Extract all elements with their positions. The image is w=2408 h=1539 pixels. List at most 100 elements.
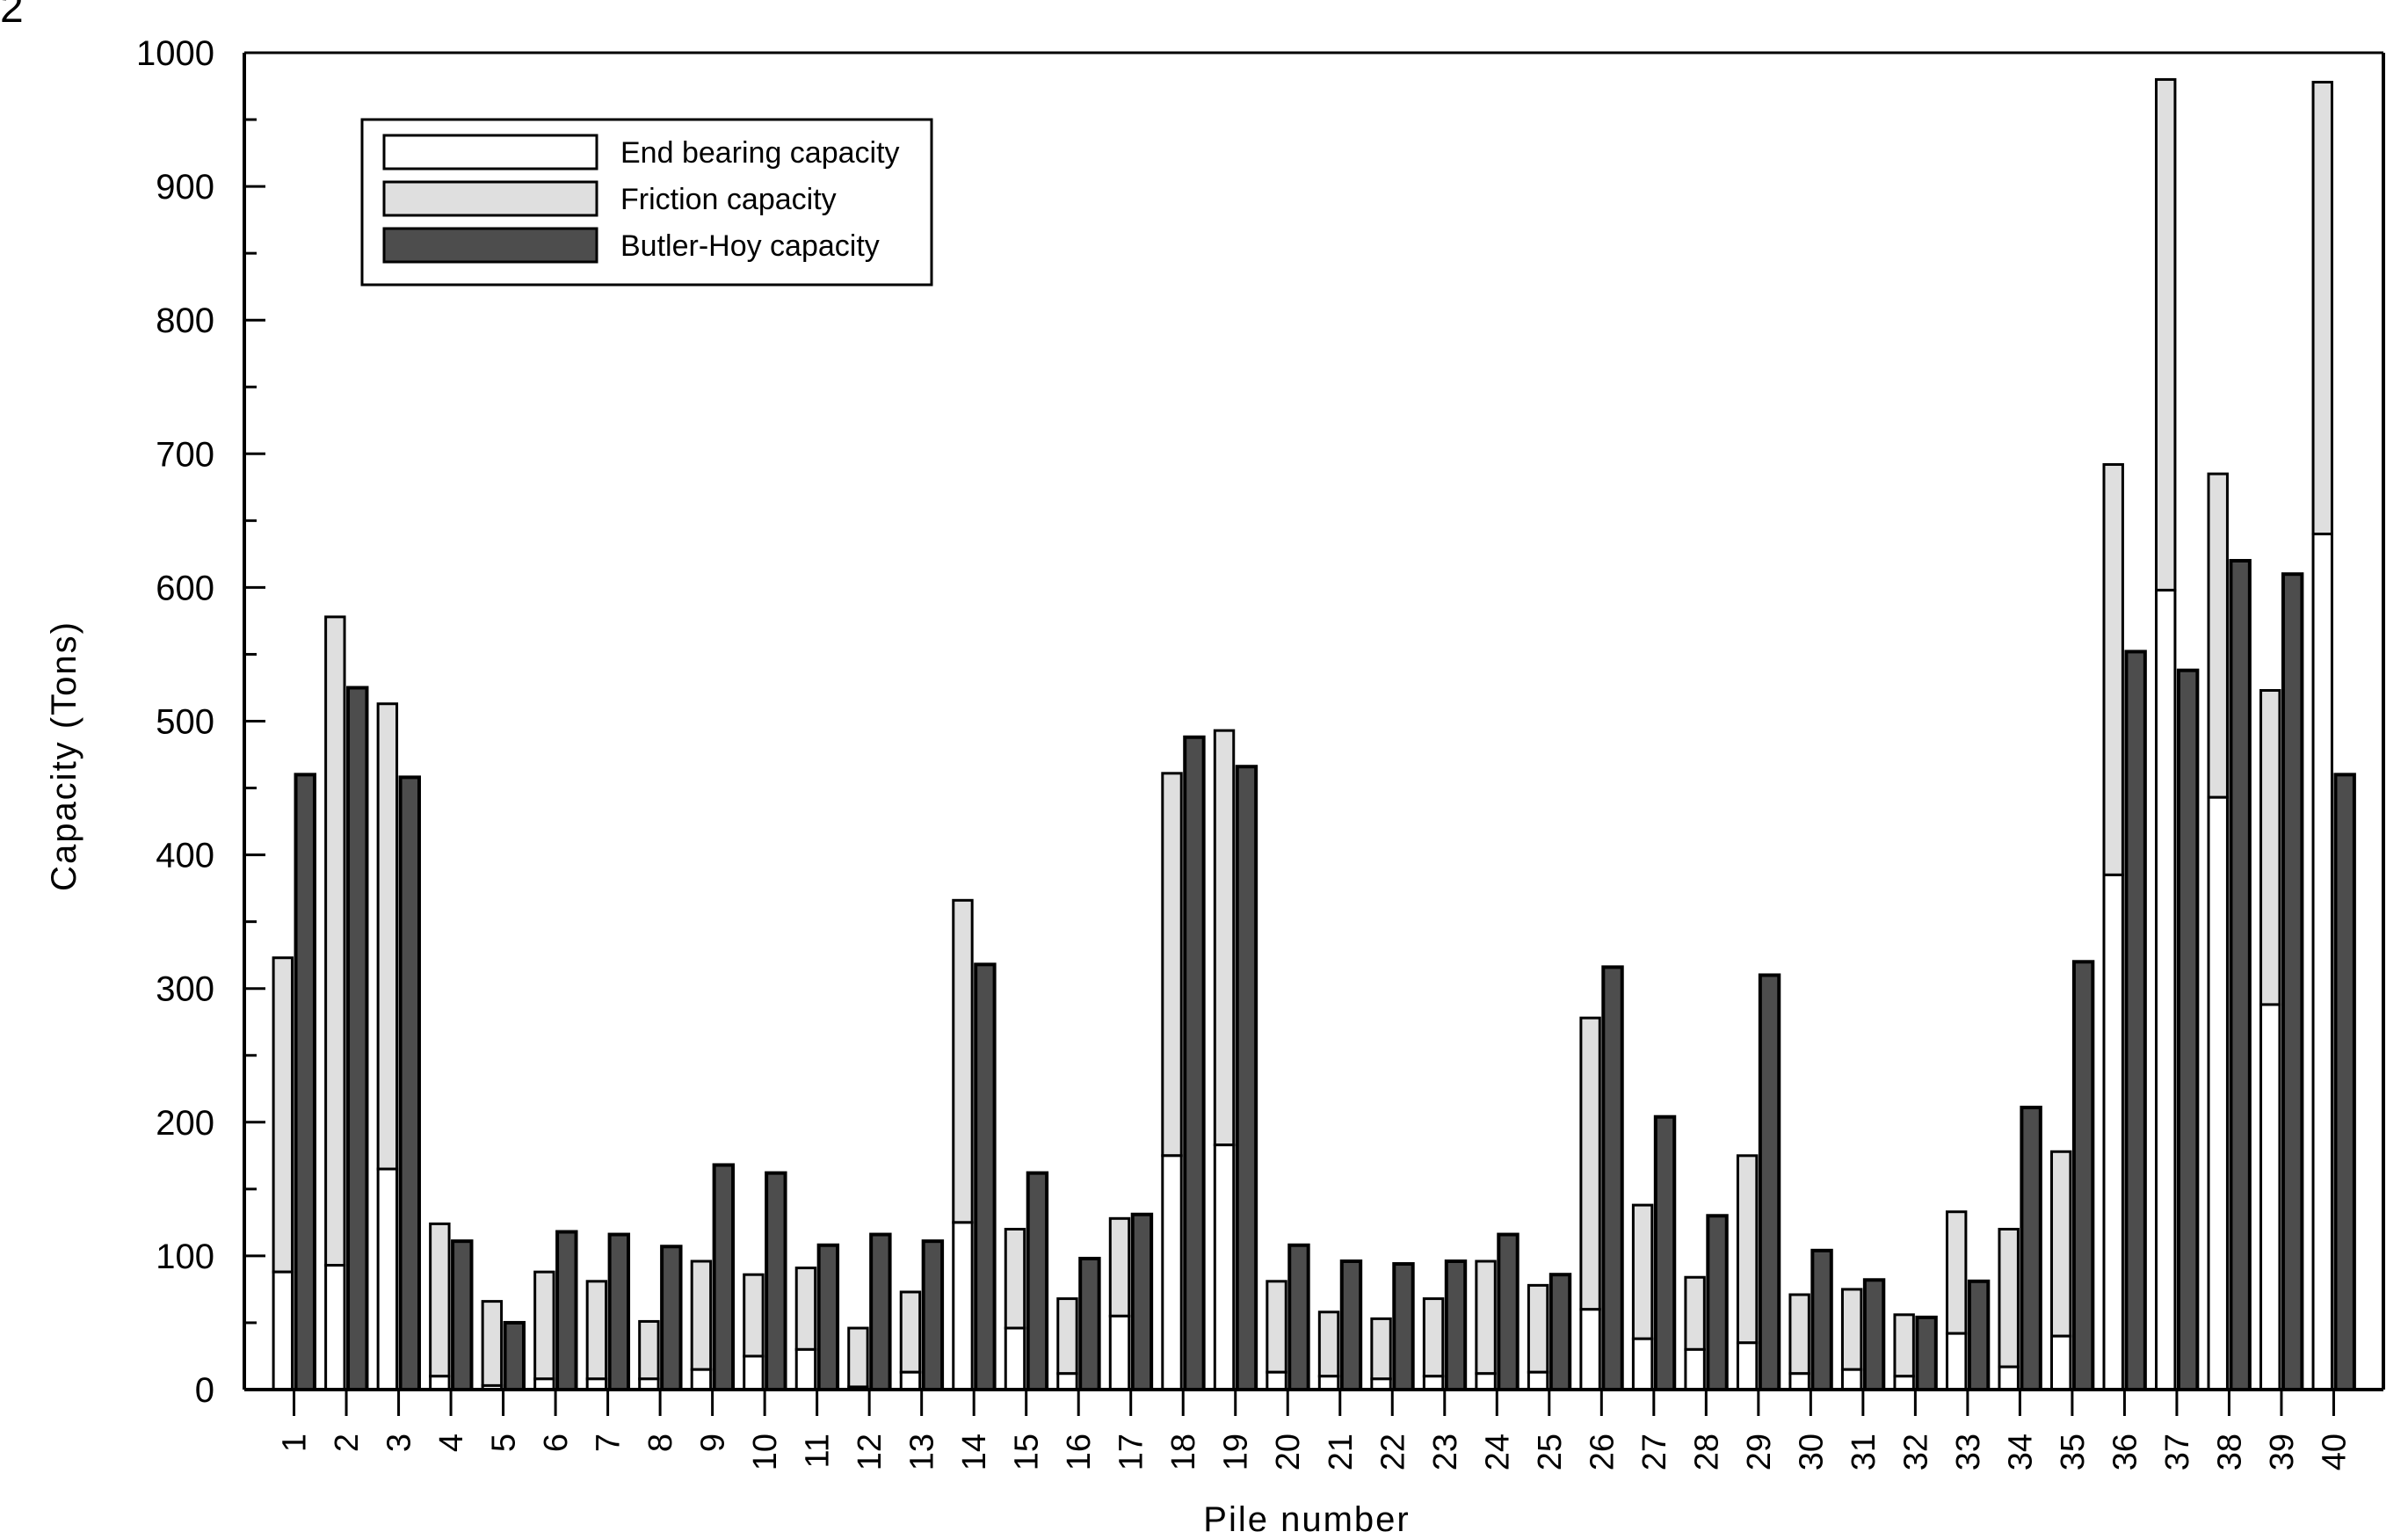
legend-label: End bearing capacity	[620, 136, 900, 170]
friction-bar	[1893, 1313, 1915, 1378]
butler-hoy-bar	[2281, 572, 2304, 1391]
butler-hoy-bar	[1287, 1243, 1310, 1392]
bar-group	[1056, 1256, 1101, 1392]
bar-group	[1213, 729, 1258, 1391]
end-bearing-bar	[1736, 1341, 1759, 1391]
bar-group	[1736, 973, 1781, 1391]
end-bearing-bar	[2049, 1334, 2072, 1391]
bar-group	[1266, 1243, 1310, 1392]
x-tick-label: 30	[1793, 1434, 1830, 1470]
y-tick-label: 300	[156, 970, 214, 1009]
friction-bar	[1317, 1310, 1340, 1378]
bar-group	[1108, 1212, 1154, 1392]
friction-bar	[1736, 1154, 1759, 1345]
x-tick-label: 5	[486, 1434, 523, 1452]
y-tick-label: 900	[156, 168, 214, 207]
end-bearing-bar	[1161, 1154, 1183, 1391]
friction-bar	[743, 1273, 765, 1358]
friction-bar	[1684, 1275, 1706, 1351]
x-tick-label: 11	[800, 1434, 837, 1468]
butler-hoy-bar	[1078, 1256, 1101, 1392]
legend-swatch	[382, 227, 598, 264]
x-tick-label: 40	[2316, 1434, 2353, 1470]
butler-hoy-bar	[1810, 1248, 1833, 1392]
end-bearing-bar	[2155, 588, 2177, 1391]
friction-bar	[1161, 772, 1183, 1158]
friction-bar	[2311, 80, 2333, 536]
friction-bar	[847, 1326, 869, 1389]
bar-group	[585, 1232, 631, 1391]
butler-hoy-bar	[1653, 1114, 1677, 1391]
y-tick-label: 1000	[136, 34, 214, 73]
friction-bar	[1840, 1288, 1863, 1371]
end-bearing-bar	[2207, 795, 2229, 1391]
bar-group	[743, 1171, 787, 1392]
butler-hoy-bar	[1339, 1259, 1363, 1392]
end-bearing-bar	[324, 1264, 346, 1391]
end-bearing-bar	[1893, 1375, 1915, 1391]
y-tick-label: 600	[156, 569, 214, 607]
butler-hoy-bar	[765, 1171, 787, 1392]
friction-bar	[638, 1319, 660, 1381]
end-bearing-bar	[1998, 1365, 2020, 1391]
x-tick-label: 12	[852, 1434, 888, 1470]
butler-hoy-bar	[2229, 558, 2252, 1391]
bar-group	[376, 702, 421, 1391]
friction-bar	[1266, 1280, 1287, 1374]
butler-hoy-bar	[1862, 1278, 1886, 1391]
x-tick-label: 32	[1897, 1434, 1934, 1470]
bar-group	[429, 1222, 474, 1391]
end-bearing-bar	[1684, 1347, 1706, 1391]
x-tick-label: 7	[591, 1434, 627, 1452]
end-bearing-bar	[1788, 1372, 1810, 1391]
butler-hoy-bar	[816, 1243, 840, 1392]
x-tick-label: 27	[1636, 1434, 1673, 1470]
y-tick-label: 0	[195, 1371, 214, 1410]
end-bearing-bar	[2259, 1003, 2281, 1391]
friction-bar	[690, 1260, 713, 1371]
bar-group	[794, 1243, 840, 1392]
bar-group	[847, 1232, 892, 1391]
end-bearing-bar	[1213, 1143, 1236, 1391]
bar-group	[1788, 1248, 1833, 1392]
y-tick-label: 800	[156, 301, 214, 340]
end-bearing-bar	[1631, 1337, 1654, 1391]
butler-hoy-bar	[1549, 1273, 1572, 1391]
friction-bar	[1213, 729, 1236, 1147]
end-bearing-bar	[1056, 1372, 1078, 1391]
butler-hoy-bar	[503, 1320, 526, 1391]
butler-hoy-bar	[1601, 965, 1624, 1391]
end-bearing-bar	[1004, 1326, 1026, 1391]
end-bearing-bar	[1108, 1314, 1131, 1391]
bar-group	[1370, 1262, 1415, 1391]
butler-hoy-bar	[1235, 765, 1258, 1391]
friction-bar	[1004, 1227, 1026, 1330]
end-bearing-bar	[690, 1368, 713, 1391]
butler-hoy-bar	[451, 1239, 474, 1391]
friction-bar	[1998, 1227, 2020, 1368]
bar-group	[1998, 1106, 2042, 1391]
butler-hoy-bar	[398, 775, 421, 1391]
end-bearing-bar	[272, 1270, 294, 1391]
x-tick-label: 8	[642, 1434, 679, 1452]
butler-hoy-bar	[1706, 1214, 1729, 1392]
friction-bar	[1370, 1317, 1392, 1381]
bar-group	[2311, 80, 2356, 1391]
bar-group	[1004, 1171, 1049, 1392]
x-tick-label: 16	[1061, 1434, 1098, 1470]
friction-bar	[1945, 1210, 1968, 1335]
x-tick-label: 29	[1741, 1434, 1778, 1470]
bar-group	[952, 898, 997, 1392]
bar-group	[2155, 77, 2200, 1391]
y-tick-label: 200	[156, 1104, 214, 1143]
butler-hoy-bar	[921, 1239, 945, 1391]
friction-bar	[585, 1280, 608, 1381]
end-bearing-bar	[1840, 1368, 1863, 1391]
bar-group	[638, 1245, 683, 1392]
end-bearing-bar	[1266, 1370, 1287, 1391]
x-tick-label: 22	[1374, 1434, 1411, 1470]
x-tick-label: 21	[1323, 1434, 1360, 1470]
x-tick-label: 20	[1270, 1434, 1307, 1470]
x-tick-label: 31	[1846, 1434, 1882, 1470]
butler-hoy-bar	[607, 1232, 631, 1391]
